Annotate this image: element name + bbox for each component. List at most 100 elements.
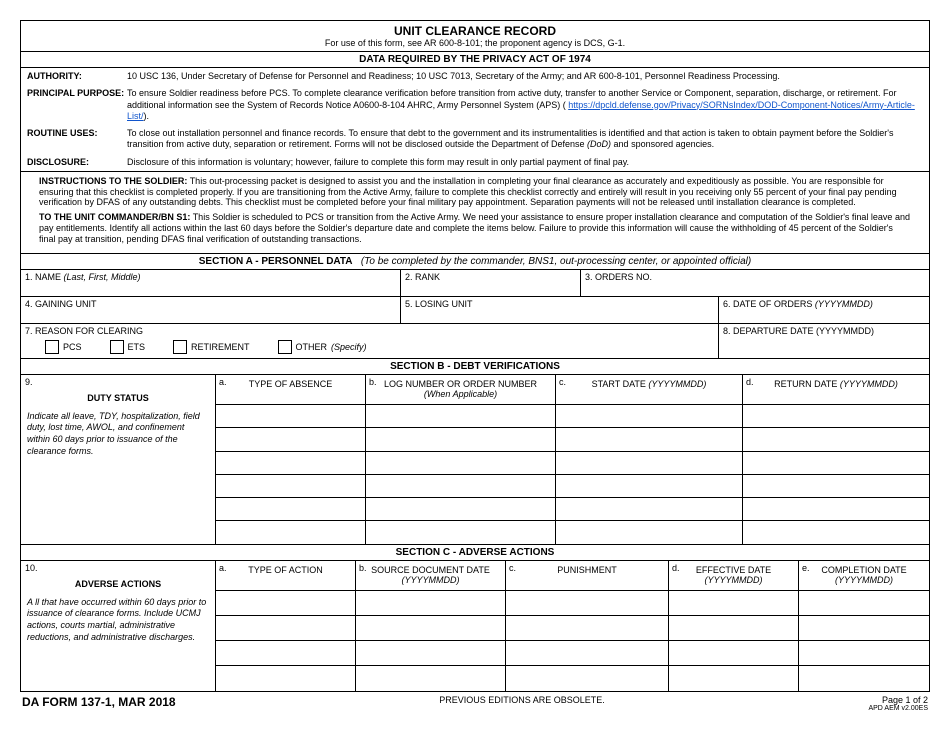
duty-status-block: 9. DUTY STATUS Indicate all leave, TDY, … — [21, 375, 216, 544]
section-b-head: a. TYPE OF ABSENCE b. LOG NUMBER OR ORDER … — [216, 375, 929, 406]
purpose-label: PRINCIPAL PURPOSE: — [27, 88, 127, 122]
chk-pcs-label: PCS — [63, 342, 82, 352]
field-name-label: 1. NAME — [25, 272, 64, 282]
section-b-header: SECTION B - DEBT VERIFICATIONS — [21, 359, 929, 375]
table-row[interactable] — [216, 641, 929, 666]
field-reason: 7. REASON FOR CLEARING PCS ETS RETIREMEN… — [21, 324, 719, 358]
obsolete-notice: PREVIOUS EDITIONS ARE OBSOLETE. — [439, 695, 605, 705]
chk-retirement[interactable]: RETIREMENT — [173, 340, 250, 354]
col-b-letter: b. — [369, 377, 377, 388]
col-a-label: TYPE OF ACTION — [248, 565, 323, 575]
table-row[interactable] — [216, 405, 929, 428]
privacy-act-header: DATA REQUIRED BY THE PRIVACY ACT OF 1974 — [21, 52, 929, 68]
routine-row: ROUTINE USES: To close out installation … — [21, 125, 929, 154]
col-type-absence: a. TYPE OF ABSENCE — [216, 375, 366, 405]
authority-row: AUTHORITY: 10 USC 136, Under Secretary o… — [21, 68, 929, 85]
col-log-number: b. LOG NUMBER OR ORDER NUMBER(When Applic… — [366, 375, 556, 405]
purpose-row: PRINCIPAL PURPOSE: To ensure Soldier rea… — [21, 85, 929, 125]
checkbox-icon — [45, 340, 59, 354]
col-c-letter: c. — [509, 563, 516, 574]
chk-pcs[interactable]: PCS — [45, 340, 82, 354]
table-row[interactable] — [216, 452, 929, 475]
col-d-ital: (YYYYMMDD) — [840, 379, 898, 389]
section-a-header: SECTION A - PERSONNEL DATA (To be comple… — [21, 254, 929, 270]
routine-text-2: and sponsored agencies. — [611, 139, 714, 149]
checkbox-icon — [110, 340, 124, 354]
table-row[interactable] — [216, 521, 929, 543]
field-departure-ital: (YYYYMMDD) — [816, 326, 874, 336]
soldier-lead: INSTRUCTIONS TO THE SOLDIER: — [39, 176, 187, 186]
authority-label: AUTHORITY: — [27, 71, 127, 82]
table-row[interactable] — [216, 616, 929, 641]
commander-lead: TO THE UNIT COMMANDER/BN S1: — [39, 212, 190, 222]
instructions-soldier: INSTRUCTIONS TO THE SOLDIER: This out-pr… — [39, 176, 911, 208]
field-orders-no[interactable]: 3. ORDERS NO. — [581, 270, 929, 296]
row-7-8: 7. REASON FOR CLEARING PCS ETS RETIREMEN… — [21, 324, 929, 359]
col-c-letter: c. — [559, 377, 566, 388]
adverse-heading: ADVERSE ACTIONS — [25, 573, 211, 595]
purpose-text-2: ). — [144, 111, 150, 121]
field-reason-label: 7. REASON FOR CLEARING — [25, 326, 714, 336]
section-c-header: SECTION C - ADVERSE ACTIONS — [21, 545, 929, 561]
footer-right: Page 1 of 2 APD AEM v2.00ES — [868, 695, 928, 712]
row-1-2-3: 1. NAME (Last, First, Middle) 2. RANK 3.… — [21, 270, 929, 297]
field-date-orders[interactable]: 6. DATE OF ORDERS (YYYYMMDD) — [719, 297, 929, 323]
table-row[interactable] — [216, 428, 929, 451]
col-b-label1: SOURCE DOCUMENT DATE — [371, 565, 490, 575]
field-departure-label: 8. DEPARTURE DATE — [723, 326, 816, 336]
field-losing-unit[interactable]: 5. LOSING UNIT — [401, 297, 719, 323]
col-start-date: c.START DATE (YYYYMMDD) — [556, 375, 743, 405]
disclosure-label: DISCLOSURE: — [27, 157, 127, 168]
field-name-ital: (Last, First, Middle) — [64, 272, 141, 282]
routine-ital: (DoD) — [587, 139, 611, 149]
col-b-letter: b. — [359, 563, 367, 574]
col-b-label2: (YYYYMMDD) — [402, 575, 460, 585]
field-date-orders-ital: (YYYYMMDD) — [815, 299, 873, 309]
form-title: UNIT CLEARANCE RECORD — [21, 24, 929, 38]
chk-ets[interactable]: ETS — [110, 340, 146, 354]
form-footer: DA FORM 137-1, MAR 2018 PREVIOUS EDITION… — [20, 692, 930, 712]
field-name[interactable]: 1. NAME (Last, First, Middle) — [21, 270, 401, 296]
chk-other[interactable]: OTHER (Specify) — [278, 340, 367, 354]
adverse-actions-block: 10. ADVERSE ACTIONS A ll that have occur… — [21, 561, 216, 691]
title-block: UNIT CLEARANCE RECORD For use of this fo… — [21, 21, 929, 52]
row-4-5-6: 4. GAINING UNIT 5. LOSING UNIT 6. DATE O… — [21, 297, 929, 324]
routine-text-1: To close out installation personnel and … — [127, 128, 894, 149]
duty-status-desc: Indicate all leave, TDY, hospitalization… — [25, 409, 211, 460]
field-gaining-unit[interactable]: 4. GAINING UNIT — [21, 297, 401, 323]
section-b-grid: a. TYPE OF ABSENCE b. LOG NUMBER OR ORDER … — [216, 375, 929, 544]
table-row[interactable] — [216, 475, 929, 498]
table-row[interactable] — [216, 666, 929, 690]
section-b-title: SECTION B - DEBT VERIFICATIONS — [390, 361, 560, 372]
table-row[interactable] — [216, 498, 929, 521]
col-punishment: c.PUNISHMENT — [506, 561, 669, 591]
col-e-label2: (YYYYMMDD) — [835, 575, 893, 585]
col-e-label1: COMPLETION DATE — [821, 565, 906, 575]
field-departure-date[interactable]: 8. DEPARTURE DATE (YYYYMMDD) — [719, 324, 929, 358]
field-rank[interactable]: 2. RANK — [401, 270, 581, 296]
col-c-ital: (YYYYMMDD) — [648, 379, 706, 389]
section-a-subtitle: (To be completed by the commander, BNS1,… — [361, 256, 751, 267]
col-completion-date: e. COMPLETION DATE(YYYYMMDD) — [799, 561, 929, 591]
field-10-num: 10. — [25, 563, 211, 573]
purpose-text: To ensure Soldier readiness before PCS. … — [127, 88, 923, 122]
section-c-head: a.TYPE OF ACTION b.SOURCE DOCUMENT DATE(… — [216, 561, 929, 592]
version: APD AEM v2.00ES — [868, 705, 928, 712]
field-9-num: 9. — [25, 377, 211, 387]
col-a-letter: a. — [219, 563, 227, 574]
authority-text: 10 USC 136, Under Secretary of Defense f… — [127, 71, 923, 82]
table-row[interactable] — [216, 591, 929, 616]
col-e-letter: e. — [802, 563, 810, 574]
chk-ret-label: RETIREMENT — [191, 342, 250, 352]
routine-label: ROUTINE USES: — [27, 128, 127, 151]
col-b-label1: LOG NUMBER OR ORDER NUMBER — [384, 379, 537, 389]
instructions-block: INSTRUCTIONS TO THE SOLDIER: This out-pr… — [21, 172, 929, 254]
col-a-label: TYPE OF ABSENCE — [249, 379, 333, 389]
form-container: UNIT CLEARANCE RECORD For use of this fo… — [20, 20, 930, 692]
section-a-title: SECTION A - PERSONNEL DATA — [199, 256, 353, 267]
col-d-letter: d. — [672, 563, 680, 574]
col-return-date: d.RETURN DATE (YYYYMMDD) — [743, 375, 929, 405]
col-b-label2: (When Applicable) — [424, 389, 497, 399]
col-a-letter: a. — [219, 377, 227, 388]
page-number: Page 1 of 2 — [868, 695, 928, 705]
